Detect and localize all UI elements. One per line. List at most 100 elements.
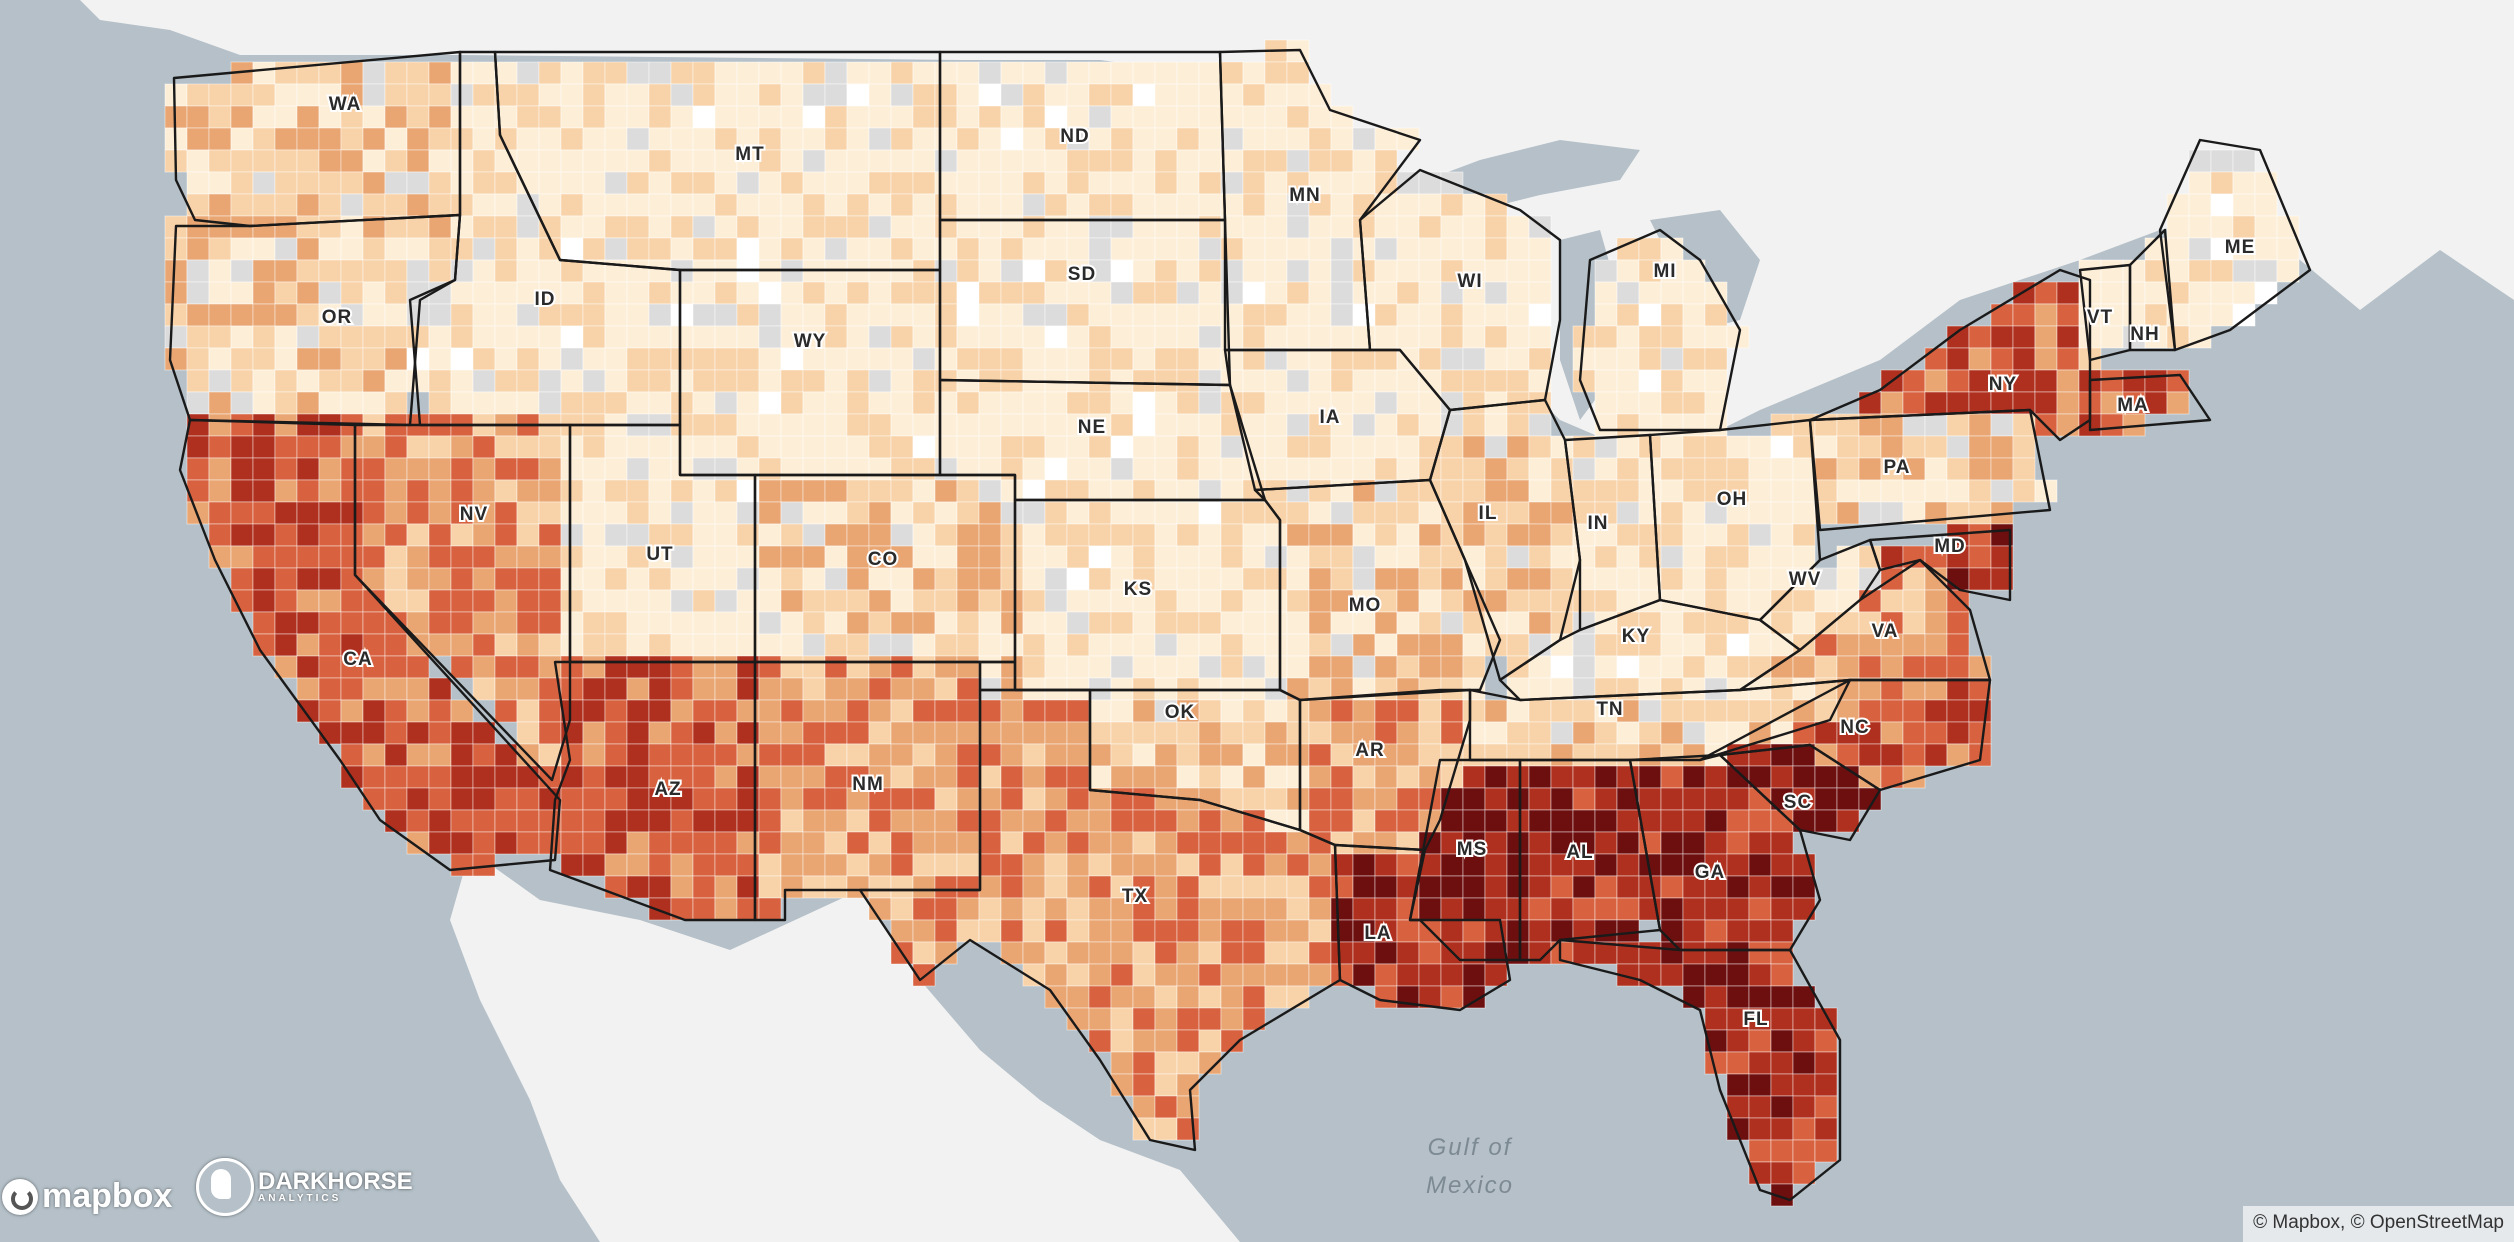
county-cell[interactable] [1198,611,1222,635]
county-cell[interactable] [1286,127,1310,151]
county-cell[interactable] [406,611,430,635]
county-cell[interactable] [1638,743,1662,767]
county-cell[interactable] [758,611,782,635]
county-cell[interactable] [1022,545,1046,569]
county-cell[interactable] [648,809,672,833]
county-cell[interactable] [362,325,386,349]
county-cell[interactable] [1110,611,1134,635]
county-cell[interactable] [978,897,1002,921]
county-cell[interactable] [1946,699,1970,723]
county-cell[interactable] [538,589,562,613]
county-cell[interactable] [1154,1095,1178,1119]
county-cell[interactable] [1462,633,1486,657]
county-cell[interactable] [1330,941,1354,965]
county-cell[interactable] [1462,897,1486,921]
county-cell[interactable] [1616,567,1640,591]
county-cell[interactable] [1044,303,1068,327]
county-cell[interactable] [604,545,628,569]
county-cell[interactable] [978,61,1002,85]
county-cell[interactable] [582,743,606,767]
county-cell[interactable] [604,765,628,789]
county-cell[interactable] [340,281,364,305]
county-cell[interactable] [1286,545,1310,569]
county-cell[interactable] [1924,655,1948,679]
county-cell[interactable] [582,787,606,811]
county-cell[interactable] [1242,787,1266,811]
county-cell[interactable] [604,325,628,349]
county-cell[interactable] [1418,589,1442,613]
county-cell[interactable] [1132,83,1156,107]
county-cell[interactable] [1396,391,1420,415]
county-cell[interactable] [890,237,914,261]
county-cell[interactable] [406,721,430,745]
county-cell[interactable] [1154,1051,1178,1075]
county-cell[interactable] [1066,985,1090,1009]
county-cell[interactable] [626,259,650,283]
county-cell[interactable] [1726,699,1750,723]
county-cell[interactable] [846,677,870,701]
county-cell[interactable] [1396,963,1420,987]
county-cell[interactable] [1814,1051,1838,1075]
county-cell[interactable] [626,237,650,261]
county-cell[interactable] [296,567,320,591]
county-cell[interactable] [296,171,320,195]
county-cell[interactable] [340,523,364,547]
county-cell[interactable] [1088,61,1112,85]
county-cell[interactable] [1132,963,1156,987]
county-cell[interactable] [186,83,210,107]
county-cell[interactable] [670,501,694,525]
county-cell[interactable] [846,743,870,767]
county-cell[interactable] [780,787,804,811]
county-cell[interactable] [1880,743,1904,767]
county-cell[interactable] [494,171,518,195]
county-cell[interactable] [626,127,650,151]
county-cell[interactable] [868,435,892,459]
county-cell[interactable] [758,413,782,437]
county-cell[interactable] [1968,391,1992,415]
county-cell[interactable] [1286,523,1310,547]
county-cell[interactable] [1022,721,1046,745]
county-cell[interactable] [626,787,650,811]
county-cell[interactable] [1396,897,1420,921]
county-cell[interactable] [494,259,518,283]
county-cell[interactable] [1022,699,1046,723]
county-cell[interactable] [846,633,870,657]
county-cell[interactable] [1638,391,1662,415]
county-cell[interactable] [450,589,474,613]
county-cell[interactable] [1418,897,1442,921]
county-cell[interactable] [1220,919,1244,943]
county-cell[interactable] [736,413,760,437]
county-cell[interactable] [1286,589,1310,613]
county-cell[interactable] [714,501,738,525]
county-cell[interactable] [1110,919,1134,943]
county-cell[interactable] [1396,611,1420,635]
county-cell[interactable] [582,831,606,855]
county-cell[interactable] [1616,435,1640,459]
county-cell[interactable] [1616,831,1640,855]
county-cell[interactable] [1396,655,1420,679]
county-cell[interactable] [692,787,716,811]
county-cell[interactable] [692,171,716,195]
county-cell[interactable] [1308,303,1332,327]
county-cell[interactable] [978,589,1002,613]
county-cell[interactable] [1682,611,1706,635]
county-cell[interactable] [1968,545,1992,569]
county-cell[interactable] [824,149,848,173]
county-cell[interactable] [208,171,232,195]
county-cell[interactable] [1374,347,1398,371]
county-cell[interactable] [582,655,606,679]
county-cell[interactable] [1704,831,1728,855]
county-cell[interactable] [1198,303,1222,327]
county-cell[interactable] [428,435,452,459]
county-cell[interactable] [1462,413,1486,437]
county-cell[interactable] [1726,567,1750,591]
county-cell[interactable] [714,457,738,481]
county-cell[interactable] [1198,237,1222,261]
county-cell[interactable] [538,215,562,239]
county-cell[interactable] [582,215,606,239]
county-cell[interactable] [1682,633,1706,657]
county-cell[interactable] [1418,303,1442,327]
county-cell[interactable] [274,237,298,261]
county-cell[interactable] [1154,325,1178,349]
county-cell[interactable] [2254,193,2278,217]
